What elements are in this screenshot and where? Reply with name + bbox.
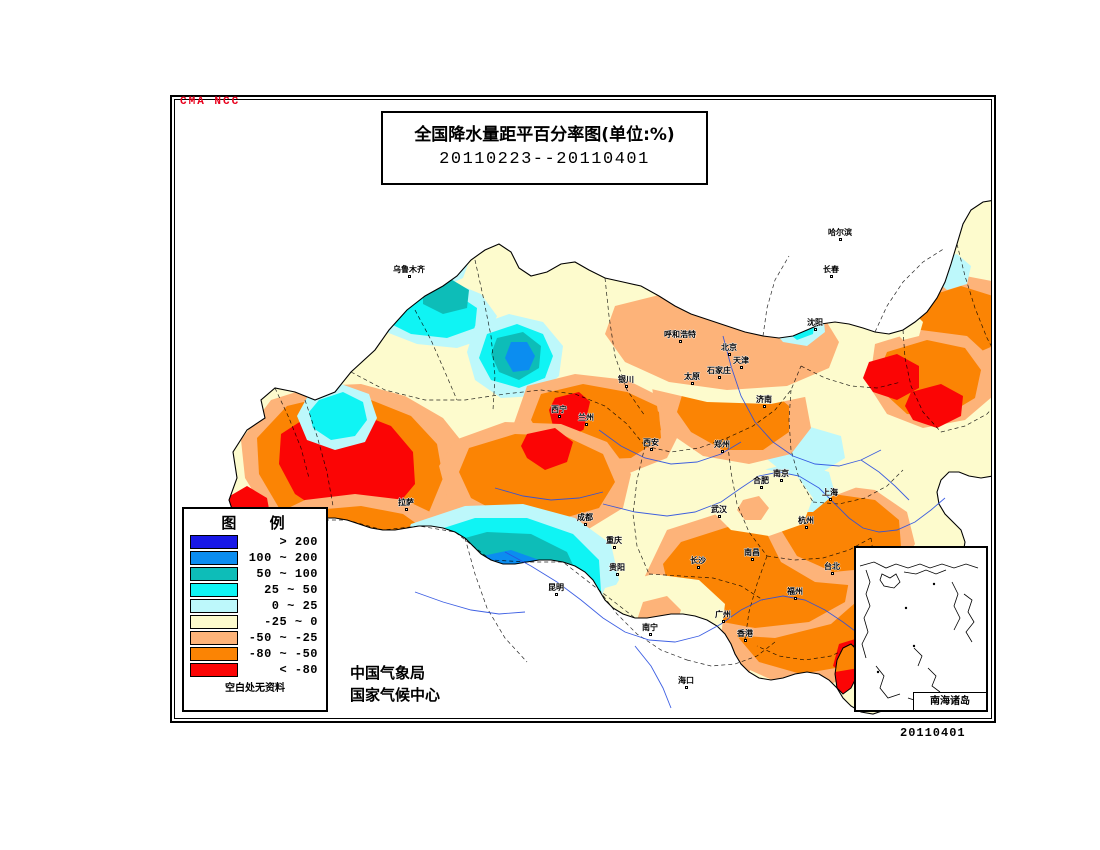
legend-row: -50 ~ -25 [190, 630, 320, 646]
attribution-line-1: 中国气象局 [350, 664, 426, 682]
national-boundary [228, 200, 991, 715]
legend-range-label: -80 ~ -50 [248, 647, 318, 661]
legend: 图 例 > 200 100 ~ 200 50 ~ 100 25 ~ 50 0 ~ 25 -… [182, 507, 328, 712]
legend-color-swatch [190, 599, 238, 613]
legend-row: 25 ~ 50 [190, 582, 320, 598]
legend-row: < -80 [190, 662, 320, 678]
legend-range-label: -50 ~ -25 [248, 631, 318, 645]
legend-color-swatch [190, 567, 238, 581]
legend-title: 图 例 [221, 514, 299, 532]
map-title-box: 全国降水量距平百分率图(单位:%) 20110223--20110401 [381, 111, 708, 185]
attribution: 中国气象局 国家气候中心 [350, 663, 440, 707]
legend-row: -25 ~ 0 [190, 614, 320, 630]
legend-no-data-note: 空白处无资料 [225, 683, 285, 694]
inset-island-dots [876, 582, 936, 674]
legend-row: 100 ~ 200 [190, 550, 320, 566]
legend-color-swatch [190, 535, 238, 549]
attribution-line-2: 国家气候中心 [350, 685, 441, 704]
legend-color-swatch [190, 583, 238, 597]
agency-tag: CMA NCC [180, 96, 241, 108]
inset-label: 南海诸岛 [913, 692, 986, 710]
legend-row: 50 ~ 100 [190, 566, 320, 582]
legend-color-swatch [190, 647, 238, 661]
legend-range-label: > 200 [279, 535, 318, 549]
south-china-sea-inset: 南海诸岛 [854, 546, 988, 712]
map-inner-frame [174, 99, 992, 719]
inset-map-svg [859, 561, 979, 703]
legend-range-label: 25 ~ 50 [264, 583, 318, 597]
legend-range-label: -25 ~ 0 [264, 615, 318, 629]
legend-color-swatch [190, 551, 238, 565]
legend-range-label: 50 ~ 100 [256, 567, 318, 581]
legend-range-label: < -80 [279, 663, 318, 677]
province-boundaries [240, 243, 991, 667]
map-date-range: 20110223--20110401 [439, 150, 650, 170]
legend-range-label: 0 ~ 25 [271, 599, 318, 613]
legend-rows: > 200 100 ~ 200 50 ~ 100 25 ~ 50 0 ~ 25 -25 ~… [184, 534, 326, 678]
legend-row: > 200 [190, 534, 320, 550]
legend-row: -80 ~ -50 [190, 646, 320, 662]
map-title: 全国降水量距平百分率图(单位:%) [414, 124, 675, 145]
footer-date-stamp: 20110401 [900, 726, 966, 740]
legend-color-swatch [190, 615, 238, 629]
legend-range-label: 100 ~ 200 [248, 551, 318, 565]
legend-color-swatch [190, 631, 238, 645]
rivers [414, 335, 946, 709]
legend-row: 0 ~ 25 [190, 598, 320, 614]
legend-color-swatch [190, 663, 238, 677]
